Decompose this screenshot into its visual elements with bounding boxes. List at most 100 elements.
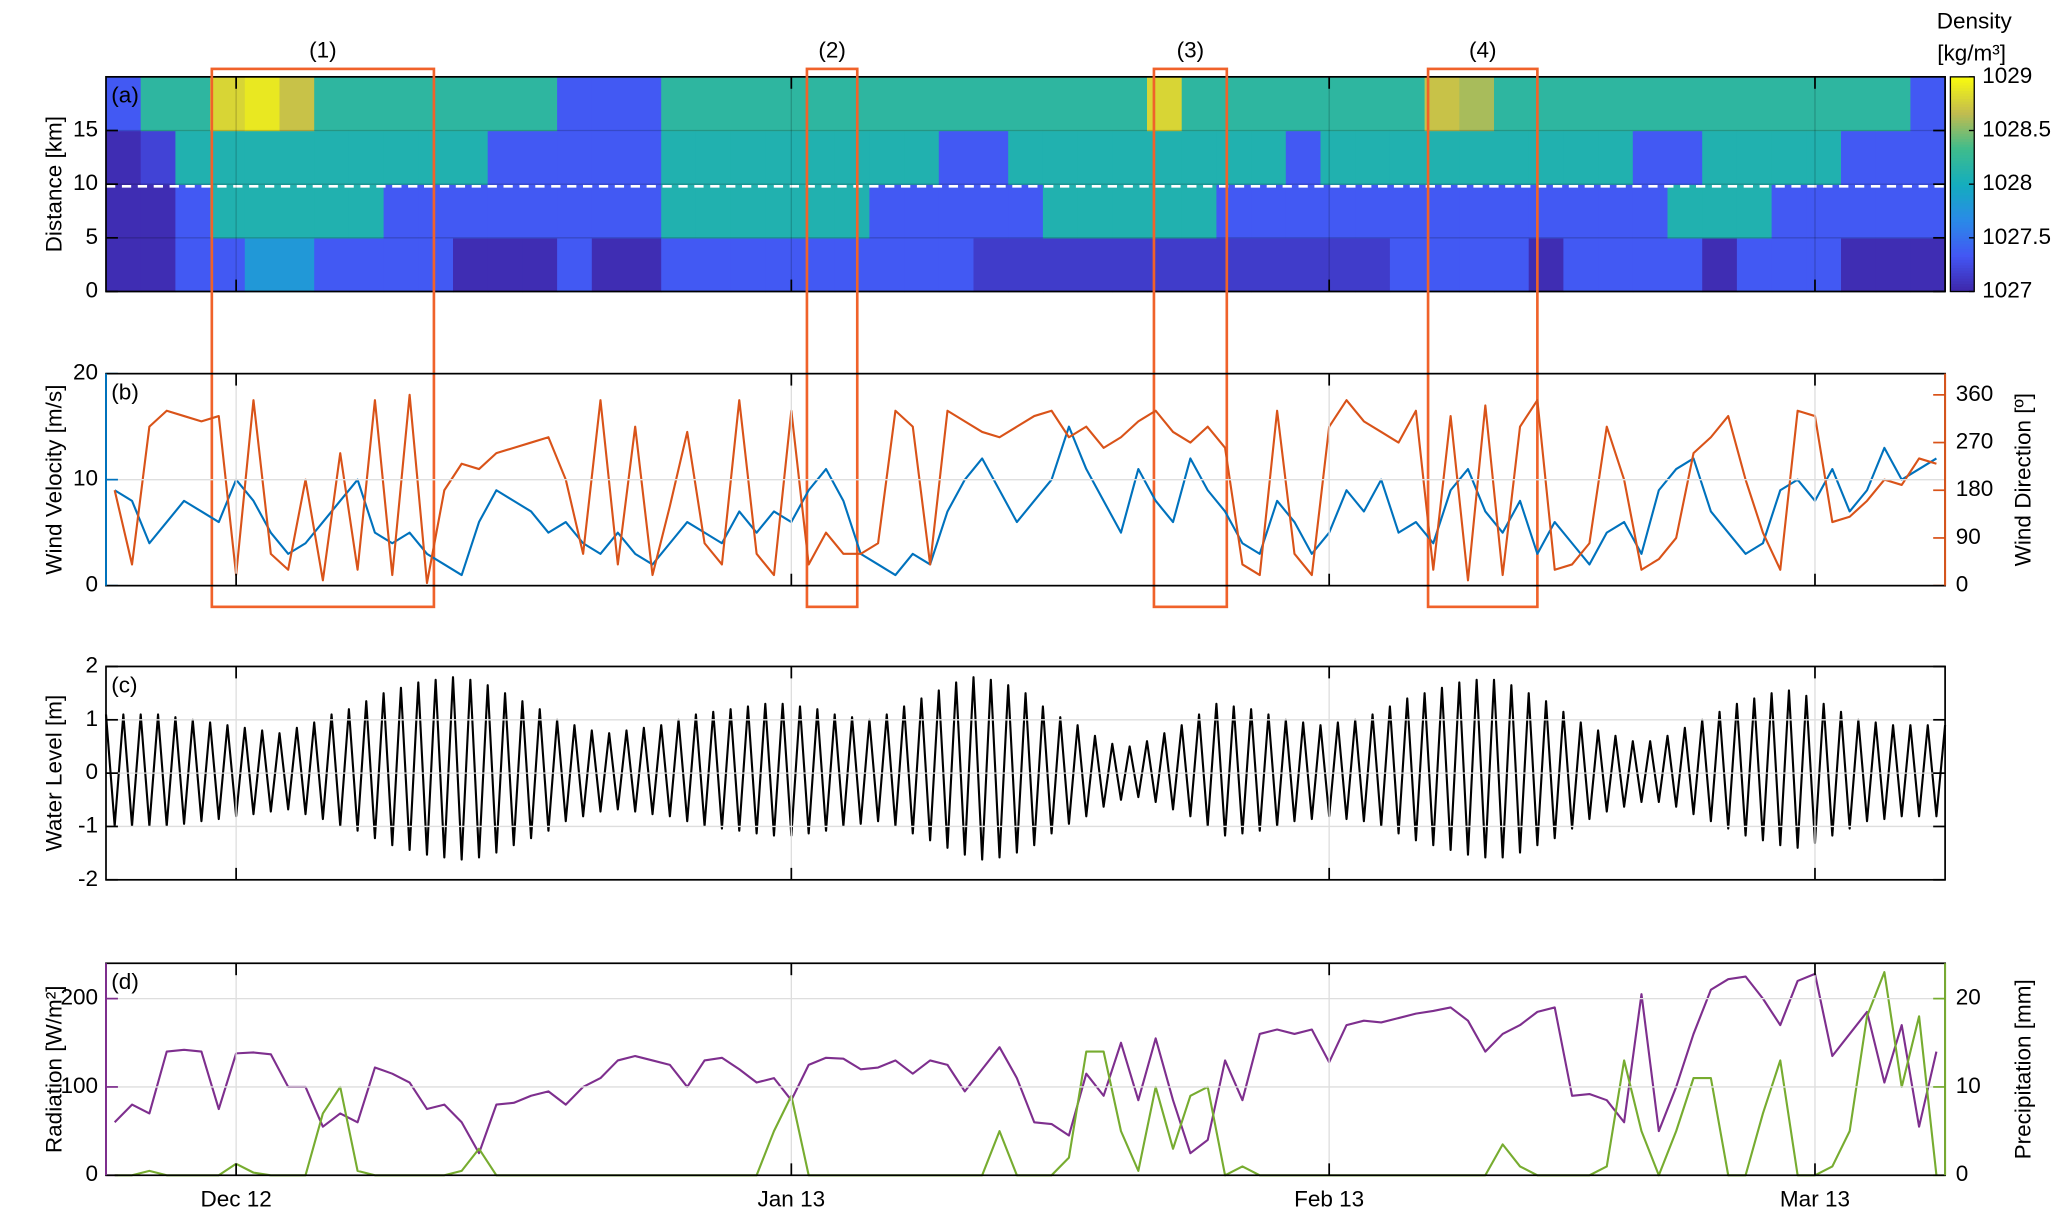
y2-tick-label: 0 <box>1956 572 1969 597</box>
heatmap-cell <box>869 76 905 132</box>
plot-frame <box>105 75 1946 293</box>
heatmap-cell <box>1459 184 1495 239</box>
heatmap-cell <box>938 130 975 185</box>
heatmap-cell <box>1077 76 1113 132</box>
y-tick-label: 1 <box>86 706 99 731</box>
colorbar-tick-label: 1027.5 <box>1982 224 2051 249</box>
heatmap-cell <box>1875 76 1912 132</box>
heatmap-cell <box>244 237 281 293</box>
panel-label: (c) <box>111 672 137 697</box>
heatmap-cell <box>730 130 766 185</box>
panel-label: (a) <box>111 83 139 108</box>
heatmap-cell <box>1389 130 1426 185</box>
heatmap-cell <box>938 184 975 239</box>
heatmap-cell <box>1147 130 1183 185</box>
colorbar-swatch <box>1950 87 1975 91</box>
heatmap-cell <box>383 237 419 293</box>
heatmap-cell <box>1251 237 1287 293</box>
series-line <box>113 393 1937 585</box>
colorbar-swatch <box>1950 173 1975 177</box>
heatmap-cell <box>210 130 246 185</box>
y2-tick-label: 270 <box>1956 429 1994 454</box>
heatmap-cell <box>1493 130 1530 185</box>
heatmap-cell <box>279 184 315 239</box>
heatmap-cell <box>1216 184 1252 239</box>
y2-tick-label: 360 <box>1956 381 1994 406</box>
heatmap-cell <box>418 76 454 132</box>
heatmap-cell <box>1493 237 1530 293</box>
heatmap-cell <box>279 237 315 293</box>
colorbar-swatch <box>1950 184 1975 188</box>
heatmap-cell <box>1112 184 1148 239</box>
heatmap-cell <box>175 184 211 239</box>
heatmap-cell <box>661 76 697 132</box>
colorbar-swatch <box>1950 117 1975 121</box>
colorbar-tick-label: 1028.5 <box>1982 116 2051 141</box>
heatmap-cell <box>1841 76 1877 132</box>
colorbar-swatch <box>1950 149 1975 153</box>
colorbar-swatch <box>1950 143 1975 148</box>
heatmap-cell <box>1077 184 1113 239</box>
colorbar-swatch <box>1950 186 1975 191</box>
heatmap-cell <box>1042 76 1079 132</box>
y-tick-label: -2 <box>78 866 98 891</box>
y2-tick-label: 20 <box>1956 985 1981 1010</box>
y-axis-label: Distance [km] <box>42 116 67 252</box>
heatmap-cell <box>834 184 871 239</box>
heatmap-cell <box>1042 237 1079 293</box>
heatmap-cell <box>106 184 142 239</box>
heatmap-cell <box>765 237 801 293</box>
heatmap-cell <box>1632 184 1669 239</box>
heatmap-cell <box>348 130 385 185</box>
colorbar-swatch <box>1950 109 1975 113</box>
heatmap-cell <box>765 76 801 132</box>
heatmap-cell <box>1008 237 1044 293</box>
colorbar-swatch <box>1950 130 1975 134</box>
colorbar-swatch <box>1950 95 1975 99</box>
heatmap-cell <box>487 130 524 185</box>
colorbar-swatch <box>1950 90 1975 94</box>
heatmap-cell <box>418 130 454 185</box>
heatmap-cell <box>765 184 801 239</box>
colorbar-swatch <box>1950 92 1975 97</box>
colorbar-swatch <box>1950 208 1975 212</box>
heatmap-cell <box>348 76 385 132</box>
heatmap-cell <box>973 237 1009 293</box>
heatmap-cell <box>557 130 593 185</box>
plot-frame <box>105 665 1946 881</box>
colorbar-swatch <box>1950 270 1975 274</box>
colorbar-swatch <box>1950 200 1975 204</box>
heatmap-cell <box>1528 76 1565 132</box>
colorbar-swatch <box>1950 278 1975 282</box>
heatmap-cell <box>175 76 211 132</box>
y-tick-label: 20 <box>73 360 98 385</box>
heatmap-cell <box>557 76 593 132</box>
heatmap-cell <box>1632 237 1669 293</box>
y-tick-label: 0 <box>86 572 99 597</box>
heatmap-cell <box>383 184 419 239</box>
x-tick-label: Jan 13 <box>758 1186 826 1211</box>
heatmap-cell <box>1355 76 1391 132</box>
heatmap-cell <box>140 76 177 132</box>
heatmap-cell <box>799 130 836 185</box>
colorbar-swatch <box>1950 286 1975 290</box>
heatmap-cell <box>1806 184 1842 239</box>
y-tick-label: 10 <box>73 170 98 195</box>
colorbar-swatch <box>1950 151 1975 156</box>
heatmap-cell <box>1389 237 1426 293</box>
heatmap-cell <box>973 76 1009 132</box>
heatmap-cell <box>175 237 211 293</box>
heatmap-cell <box>1806 130 1842 185</box>
y2-tick-label: 90 <box>1956 524 1981 549</box>
heatmap-cell <box>938 237 975 293</box>
colorbar-swatch <box>1950 103 1975 108</box>
heatmap-cell <box>1841 184 1877 239</box>
heatmap-cell <box>106 76 142 132</box>
heatmap-cell <box>1389 184 1426 239</box>
heatmap-cell <box>1667 184 1703 239</box>
colorbar-swatch <box>1950 135 1975 140</box>
colorbar-swatch <box>1950 194 1975 199</box>
heatmap-cell <box>1563 184 1599 239</box>
heatmap-cell <box>834 237 871 293</box>
